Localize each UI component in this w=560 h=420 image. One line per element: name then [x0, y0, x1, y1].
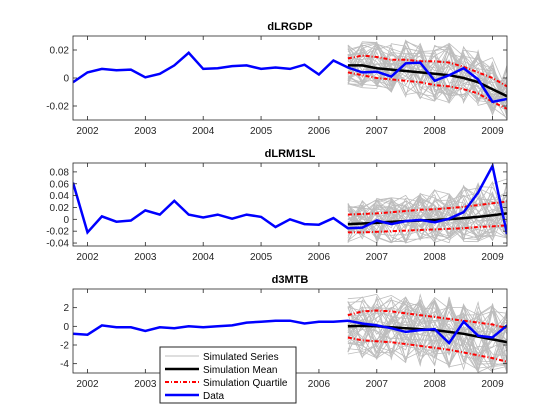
simulated-series-line	[347, 44, 507, 107]
x-tick-label: 2008	[424, 126, 447, 137]
y-tick-label: -0.04	[46, 239, 69, 250]
simulated-series-line	[347, 298, 507, 362]
legend-entry-data: Data	[165, 391, 225, 402]
x-tick-label: 2004	[192, 252, 215, 263]
x-tick-label: 2009	[481, 379, 504, 390]
legend-label: Simulation Mean	[203, 365, 277, 376]
simulated-series-line	[347, 44, 507, 114]
legend-entry-simulated: Simulated Series	[165, 352, 279, 363]
simulated-series-line	[347, 47, 507, 109]
simulated-series-line	[347, 307, 507, 359]
y-tick-label: 0	[63, 322, 69, 333]
legend-entry-mean: Simulation Mean	[165, 365, 277, 376]
x-tick-label: 2006	[308, 379, 331, 390]
x-tick-label: 2002	[76, 379, 99, 390]
subplot-panels: 2002 2003 2004 2005 2006 2007 2008 2009-0.0200.…	[46, 21, 508, 390]
simulated-series-line	[347, 41, 507, 88]
simulated-series-line	[347, 194, 507, 242]
x-tick-label: 2003	[134, 379, 157, 390]
simulated-series-line	[347, 300, 507, 367]
simulated-series-line	[347, 321, 507, 371]
y-tick-label: -0.02	[46, 227, 69, 238]
data-series-line	[73, 163, 507, 235]
simulated-series-line	[347, 52, 507, 113]
axes-frame	[72, 162, 508, 247]
simulated-series-line	[347, 186, 507, 236]
y-tick-label: 2	[63, 303, 69, 314]
simulated-series-line	[347, 196, 507, 244]
simulated-series-line	[347, 57, 507, 112]
legend: Simulated Series Simulation Mean Simulat…	[159, 346, 297, 404]
data-series-line	[73, 51, 507, 104]
legend-entry-quartile: Simulation Quartile	[165, 378, 288, 389]
simulated-series-line	[347, 294, 507, 360]
simulated-series-line	[347, 301, 507, 355]
simulated-series-line	[347, 40, 507, 98]
x-tick-label: 2007	[366, 252, 389, 263]
y-tick-label: 0	[63, 74, 69, 85]
x-tick-label: 2007	[366, 379, 389, 390]
simulated-series-line	[347, 192, 507, 244]
x-tick-label: 2004	[192, 126, 215, 137]
x-tick-label: 2008	[424, 252, 447, 263]
x-tick-label: 2006	[308, 126, 331, 137]
simulated-series-line	[347, 299, 507, 373]
x-tick-label: 2009	[481, 126, 504, 137]
x-tick-label: 2006	[308, 252, 331, 263]
data-series-line	[73, 319, 507, 346]
simulated-series-line	[347, 191, 507, 240]
y-tick-label: -4	[60, 359, 69, 370]
y-tick-label: 0.02	[50, 203, 70, 214]
simulation-quartile-line	[347, 224, 507, 234]
y-tick-label: 0.04	[50, 191, 70, 202]
legend-label: Data	[203, 391, 225, 402]
y-tick-label: 0	[63, 215, 69, 226]
x-tick-label: 2005	[250, 252, 273, 263]
simulated-series-line	[347, 193, 507, 243]
simulated-series-line	[347, 293, 507, 364]
y-tick-label: 0.02	[50, 46, 70, 57]
plot-lines	[73, 39, 507, 120]
simulated-series-line	[347, 44, 507, 112]
y-tick-label: -0.02	[46, 102, 69, 113]
simulated-series-line	[347, 47, 507, 118]
legend-label: Simulation Quartile	[203, 378, 288, 389]
y-tick-label: 0.08	[50, 167, 70, 178]
simulation-quartile-line	[347, 54, 507, 88]
plot-lines	[73, 163, 507, 244]
x-tick-label: 2007	[366, 126, 389, 137]
x-tick-label: 2002	[76, 252, 99, 263]
plot-lines	[73, 293, 507, 373]
x-tick-label: 2002	[76, 126, 99, 137]
subplot-title: dLRM1SL	[265, 148, 316, 160]
x-tick-label: 2003	[134, 126, 157, 137]
x-tick-label: 2009	[481, 252, 504, 263]
subplot-2: 2002 2003 2004 2005 2006 2007 2008 2009 -0.04-0.…	[46, 148, 508, 263]
simulated-series-line	[347, 293, 507, 373]
y-tick-label: 0.06	[50, 179, 70, 190]
subplot-1: 2002 2003 2004 2005 2006 2007 2008 2009 -0.02 0 0.…	[46, 21, 508, 137]
subplot-title: dLRGDP	[267, 21, 312, 33]
x-tick-label: 2005	[250, 126, 273, 137]
legend-label: Simulated Series	[203, 352, 279, 363]
x-tick-label: 2003	[134, 252, 157, 263]
simulated-series-line	[347, 298, 507, 369]
subplot-title: d3MTB	[272, 274, 309, 286]
x-tick-label: 2008	[424, 379, 447, 390]
y-tick-label: -2	[60, 341, 69, 352]
